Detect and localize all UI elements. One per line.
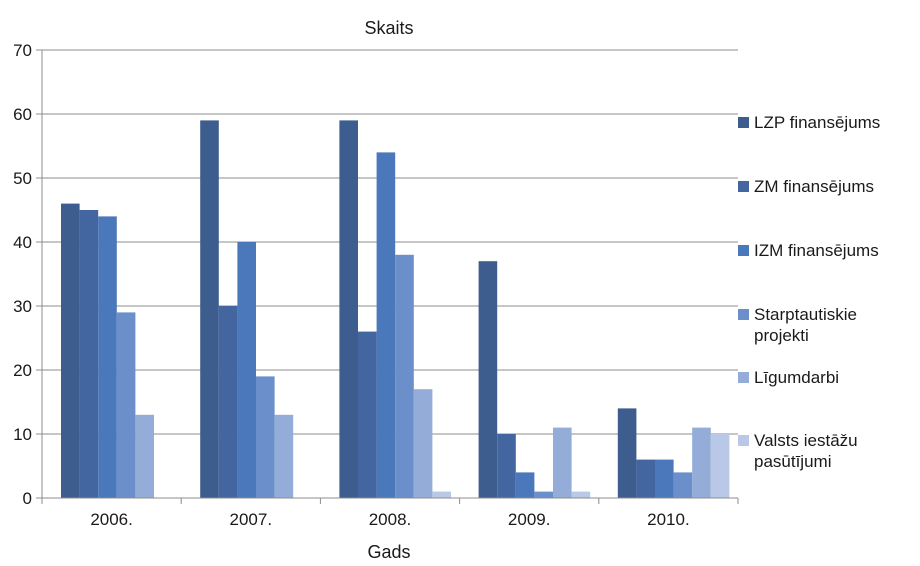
y-tick-label: 40 [13, 233, 32, 252]
bar [534, 491, 553, 498]
bar [395, 254, 414, 498]
y-tick-label: 60 [13, 105, 32, 124]
legend-swatch [738, 245, 749, 256]
legend-item: LZP finansējums [738, 112, 880, 133]
bar [553, 427, 572, 498]
axes: 0 10 20 30 40 50 60 70 2006. 2007. 2008. 2009. 2010. [13, 41, 739, 529]
x-tick-label: 2010. [647, 510, 690, 529]
y-tick-label: 30 [13, 297, 32, 316]
y-tick-label: 70 [13, 41, 32, 60]
bar [571, 491, 591, 498]
y-tick-label: 0 [23, 489, 32, 508]
bar [135, 414, 154, 498]
legend-swatch [738, 372, 749, 383]
bar [339, 120, 358, 499]
bar [636, 459, 655, 498]
bar [98, 216, 117, 498]
y-tick-label: 10 [13, 425, 32, 444]
x-tick-label: 2009. [508, 510, 551, 529]
legend-swatch [738, 117, 749, 128]
bar [710, 434, 730, 498]
bar [497, 434, 516, 498]
bar [79, 210, 99, 498]
bar [413, 389, 433, 498]
bar [376, 152, 396, 498]
bar [673, 472, 693, 498]
bar [515, 472, 535, 498]
legend-label: Līgumdarbi [754, 368, 840, 387]
bar [200, 120, 219, 499]
bar [237, 242, 256, 498]
bar [358, 331, 377, 498]
bar [617, 408, 637, 498]
x-axis-title: Gads [367, 542, 410, 562]
legend-item: Starptautiskie projekti [738, 304, 914, 346]
bar [274, 414, 294, 498]
bar [655, 459, 674, 498]
legend-label: Valsts iestāžu pasūtījumi [754, 431, 858, 471]
legend-label: IZM finansējums [754, 241, 879, 260]
legend-item: Valsts iestāžu pasūtījumi [738, 430, 914, 472]
legend-item: IZM finansējums [738, 240, 879, 261]
legend-label: Starptautiskie projekti [754, 305, 857, 345]
x-tick-label: 2007. [230, 510, 273, 529]
y-tick-label: 20 [13, 361, 32, 380]
bar [478, 261, 498, 498]
bar [692, 427, 711, 498]
bar [116, 312, 136, 498]
legend-item: Līgumdarbi [738, 367, 839, 388]
bar [256, 376, 275, 498]
x-tick-label: 2008. [369, 510, 412, 529]
legend-swatch [738, 309, 749, 320]
legend-label: LZP finansējums [754, 113, 881, 132]
legend-item: ZM finansējums [738, 176, 874, 197]
bar [61, 203, 80, 498]
legend-swatch [738, 435, 749, 446]
bar [432, 491, 451, 498]
y-tick-label: 50 [13, 169, 32, 188]
chart-title: Skaits [364, 18, 413, 38]
x-tick-label: 2006. [90, 510, 133, 529]
legend-label: ZM finansējums [754, 177, 874, 196]
bar [218, 306, 238, 498]
legend-swatch [738, 181, 749, 192]
bars [61, 120, 730, 499]
